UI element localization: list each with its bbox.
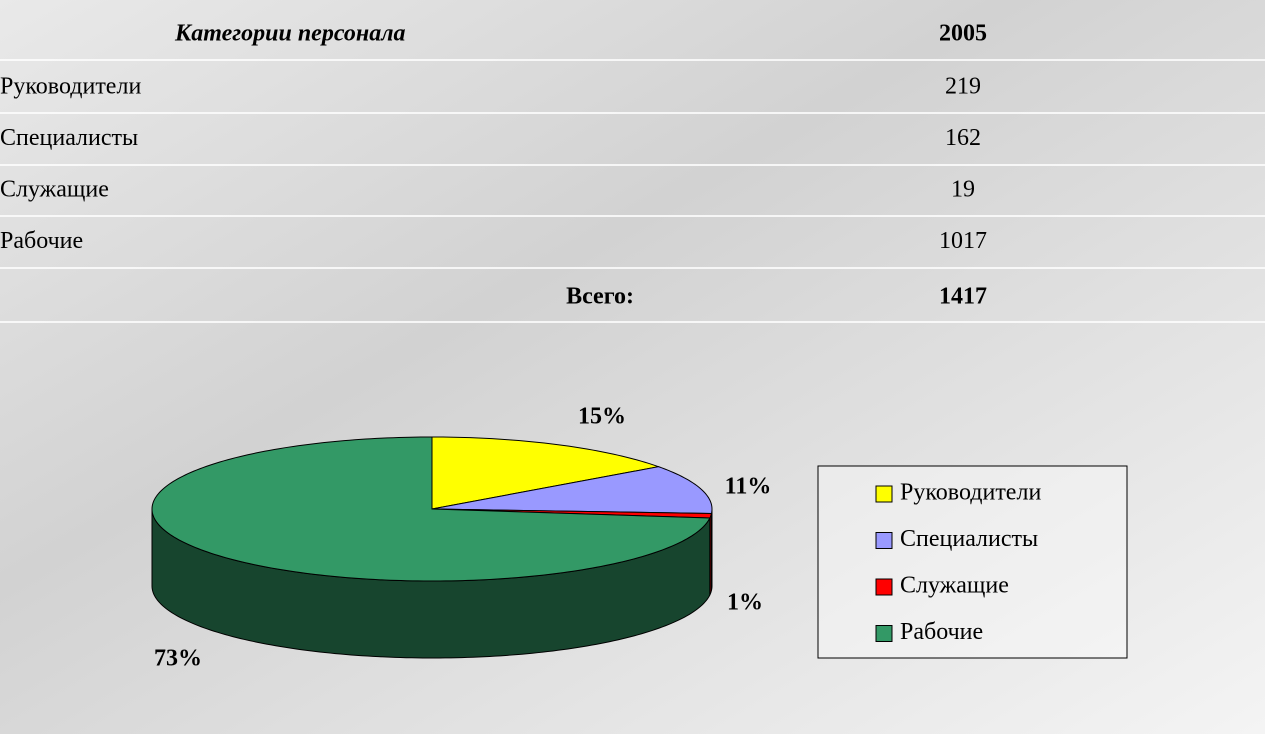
row-label: Специалисты [0, 125, 138, 151]
legend-swatch [875, 532, 893, 549]
total-value: 1417 [939, 284, 987, 310]
legend-label: Рабочие [900, 619, 983, 645]
row-value: 19 [951, 177, 975, 203]
table-header: 2005 [939, 21, 987, 47]
total-label: Всего: [566, 284, 634, 310]
data-label: 1% [727, 590, 763, 616]
row-label: Служащие [0, 177, 109, 203]
legend-label: Руководители [900, 480, 1041, 506]
pie-slice [431, 466, 713, 515]
legend-swatch [875, 485, 893, 503]
row-value: 1017 [939, 228, 987, 254]
legend-swatch [875, 578, 893, 596]
legend-box [817, 465, 1128, 659]
row-value: 219 [945, 74, 981, 100]
pie-slice [151, 436, 711, 582]
data-label: 15% [578, 404, 626, 430]
pie-slice [431, 436, 661, 510]
row-label: Рабочие [0, 228, 83, 254]
legend-label: Специалисты [900, 526, 1038, 552]
row-value: 162 [945, 125, 981, 151]
data-label: 73% [154, 646, 202, 672]
row-label: Руководители [0, 74, 141, 100]
legend-label: Служащие [900, 573, 1009, 599]
table-header: Категории персонала [174, 21, 406, 47]
row-lines [0, 59, 1265, 323]
data-label: 11% [725, 474, 772, 500]
legend-swatch [875, 625, 893, 642]
